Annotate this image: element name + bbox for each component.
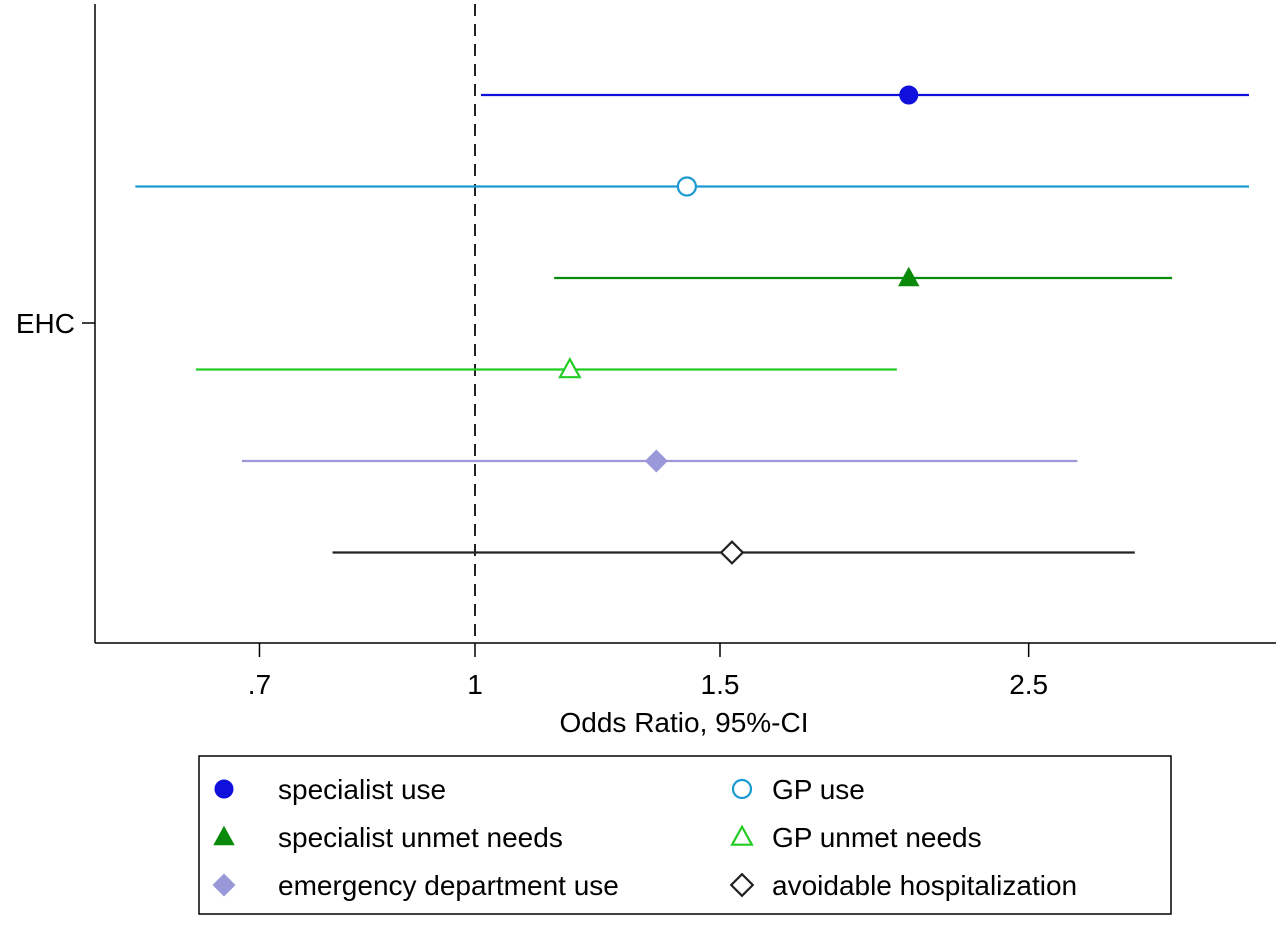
legend-marker-specialist-unmet-needs [213, 825, 235, 846]
legend: specialist use GP use specialist unmet nee… [198, 755, 1172, 915]
point-GP-unmet-needs [558, 356, 582, 379]
y-tick-label-ehc: EHC [16, 308, 75, 339]
axes: EHC Odds Ratio, 95%-CI [16, 4, 1276, 738]
x-tick-label-3: 2.5 [1009, 669, 1048, 700]
series-group [135, 85, 1249, 565]
legend-marker-GP-use [731, 778, 753, 800]
legend-label-specialist-use: specialist use [278, 774, 446, 805]
x-axis-label: Odds Ratio, 95%-CI [560, 707, 809, 738]
point-emergency-department-use [644, 449, 668, 473]
point-avoidable-hospitalization [719, 540, 745, 565]
legend-label-GP-use: GP use [772, 774, 865, 805]
legend-label-specialist-unmet-needs: specialist unmet needs [278, 822, 563, 853]
legend-marker-emergency-department-use [212, 873, 236, 897]
point-specialist-unmet-needs [898, 266, 920, 287]
legend-box [198, 755, 1172, 915]
x-tick-label-0: .7 [248, 669, 271, 700]
x-tick-label-2: 1.5 [701, 669, 740, 700]
legend-label-emergency-department-use: emergency department use [278, 870, 619, 901]
x-tick-label-1: 1 [467, 669, 483, 700]
x-ticks: .7 1 1.5 2.5 [248, 643, 1048, 700]
legend-marker-specialist-use [214, 779, 234, 799]
legend-marker-avoidable-hospitalization [729, 872, 755, 898]
legend-marker-GP-unmet-needs [730, 824, 754, 846]
legend-label-avoidable-hospitalization: avoidable hospitalization [772, 870, 1077, 901]
legend-label-GP-unmet-needs: GP unmet needs [772, 822, 982, 853]
point-GP-use [676, 176, 697, 197]
point-specialist-use [899, 85, 919, 105]
